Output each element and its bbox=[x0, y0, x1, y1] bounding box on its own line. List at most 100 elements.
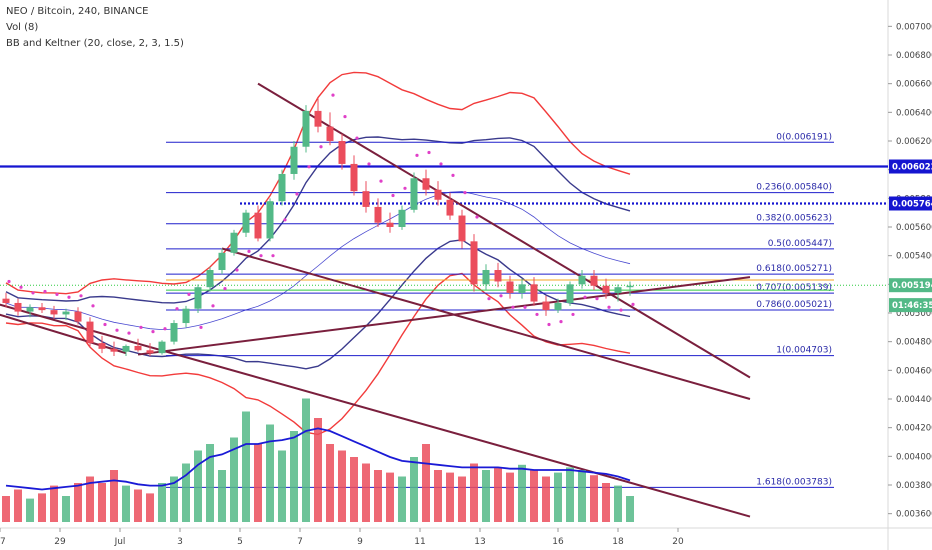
candle-body bbox=[194, 287, 202, 309]
psar-dot bbox=[499, 294, 503, 298]
candle-body bbox=[458, 215, 466, 242]
volume-bar bbox=[554, 472, 562, 522]
psar-dot bbox=[451, 173, 455, 177]
psar-dot bbox=[91, 304, 95, 308]
candle-body bbox=[98, 343, 106, 349]
volume-bar bbox=[494, 467, 502, 522]
volume-bar bbox=[446, 472, 454, 522]
volume-bar bbox=[362, 463, 370, 522]
bands-basis-line bbox=[5, 191, 631, 331]
candle-body bbox=[2, 298, 10, 303]
psar-dot bbox=[55, 292, 59, 296]
volume-bar bbox=[218, 470, 226, 522]
psar-dot bbox=[331, 93, 335, 97]
chart-legend: NEO / Bitcoin, 240, BINANCE Vol (8) BB a… bbox=[6, 4, 184, 52]
psar-dot bbox=[151, 330, 155, 334]
price-tag-box bbox=[889, 159, 932, 174]
candle-body bbox=[218, 252, 226, 270]
candle-body bbox=[230, 232, 238, 253]
volume-bar bbox=[614, 485, 622, 522]
time-axis-label: 3 bbox=[177, 537, 183, 547]
candle-body bbox=[386, 222, 394, 227]
psar-dot bbox=[103, 322, 107, 327]
volume-bar bbox=[14, 489, 22, 522]
candle-body bbox=[530, 284, 538, 302]
psar-dot bbox=[571, 312, 575, 317]
candle-body bbox=[182, 308, 190, 324]
volume-bar bbox=[590, 475, 598, 522]
volume-bar bbox=[518, 464, 526, 522]
psar-dot bbox=[487, 297, 491, 301]
psar-dot bbox=[607, 305, 611, 309]
fib-level-label: 0(0.006191) bbox=[776, 132, 832, 142]
candle-body bbox=[110, 348, 118, 352]
volume-bar bbox=[578, 470, 586, 522]
candle-body bbox=[50, 310, 58, 315]
candle-body bbox=[470, 241, 478, 285]
volume-bar bbox=[350, 457, 358, 522]
volume-bar bbox=[386, 472, 394, 522]
psar-dot bbox=[199, 325, 203, 329]
candle-body bbox=[86, 321, 94, 344]
candle-body bbox=[74, 311, 82, 322]
candle-body bbox=[242, 212, 250, 233]
fib-level-label: 0.707(0.005139) bbox=[756, 283, 832, 293]
psar-dot bbox=[391, 193, 395, 198]
volume-bar bbox=[458, 476, 466, 522]
volume-bar bbox=[86, 476, 94, 522]
psar-dot bbox=[307, 165, 311, 169]
psar-dot bbox=[559, 320, 563, 324]
candle-body bbox=[446, 199, 454, 216]
candle-body bbox=[254, 212, 262, 239]
fib-level-label: 1(0.004703) bbox=[776, 346, 832, 356]
candle-body bbox=[518, 284, 526, 293]
time-axis-label: Jul bbox=[114, 537, 126, 547]
psar-dot bbox=[163, 327, 167, 331]
candle-body bbox=[410, 178, 418, 210]
psar-dot bbox=[379, 179, 383, 183]
candle-body bbox=[614, 287, 622, 293]
psar-dot bbox=[535, 312, 539, 317]
candle-body bbox=[314, 110, 322, 127]
candle-body bbox=[206, 270, 214, 288]
psar-dot bbox=[319, 145, 323, 149]
volume-bar bbox=[110, 470, 118, 522]
trend-line bbox=[221, 247, 751, 400]
time-axis-label: 29 bbox=[54, 537, 66, 547]
volume-indicator-label: Vol (8) bbox=[6, 22, 39, 33]
candle-body bbox=[134, 345, 142, 351]
psar-dot bbox=[271, 254, 275, 258]
time-axis-label: 18 bbox=[612, 537, 624, 547]
candle-body bbox=[602, 285, 610, 293]
psar-dot bbox=[211, 304, 215, 308]
psar-dot bbox=[235, 268, 239, 272]
volume-bar bbox=[530, 470, 538, 522]
psar-dot bbox=[115, 328, 119, 332]
volume-bar bbox=[146, 493, 154, 522]
volume-bar bbox=[38, 493, 46, 522]
volume-bar bbox=[626, 496, 634, 522]
time-axis-label: 11 bbox=[414, 537, 425, 547]
volume-bar bbox=[434, 470, 442, 522]
volume-bar bbox=[422, 444, 430, 522]
candle-body bbox=[38, 307, 46, 311]
trend-line bbox=[137, 276, 751, 356]
volume-bar bbox=[542, 476, 550, 522]
price-tag-label: 0.006022 bbox=[892, 163, 932, 173]
time-axis-label: 5 bbox=[237, 537, 243, 547]
price-tag-label: 0.005764 bbox=[892, 199, 932, 209]
symbol-title: NEO / Bitcoin, 240, BINANCE bbox=[6, 6, 149, 17]
candle-body bbox=[326, 126, 334, 141]
volume-bar bbox=[254, 444, 262, 522]
volume-bar bbox=[134, 489, 142, 522]
